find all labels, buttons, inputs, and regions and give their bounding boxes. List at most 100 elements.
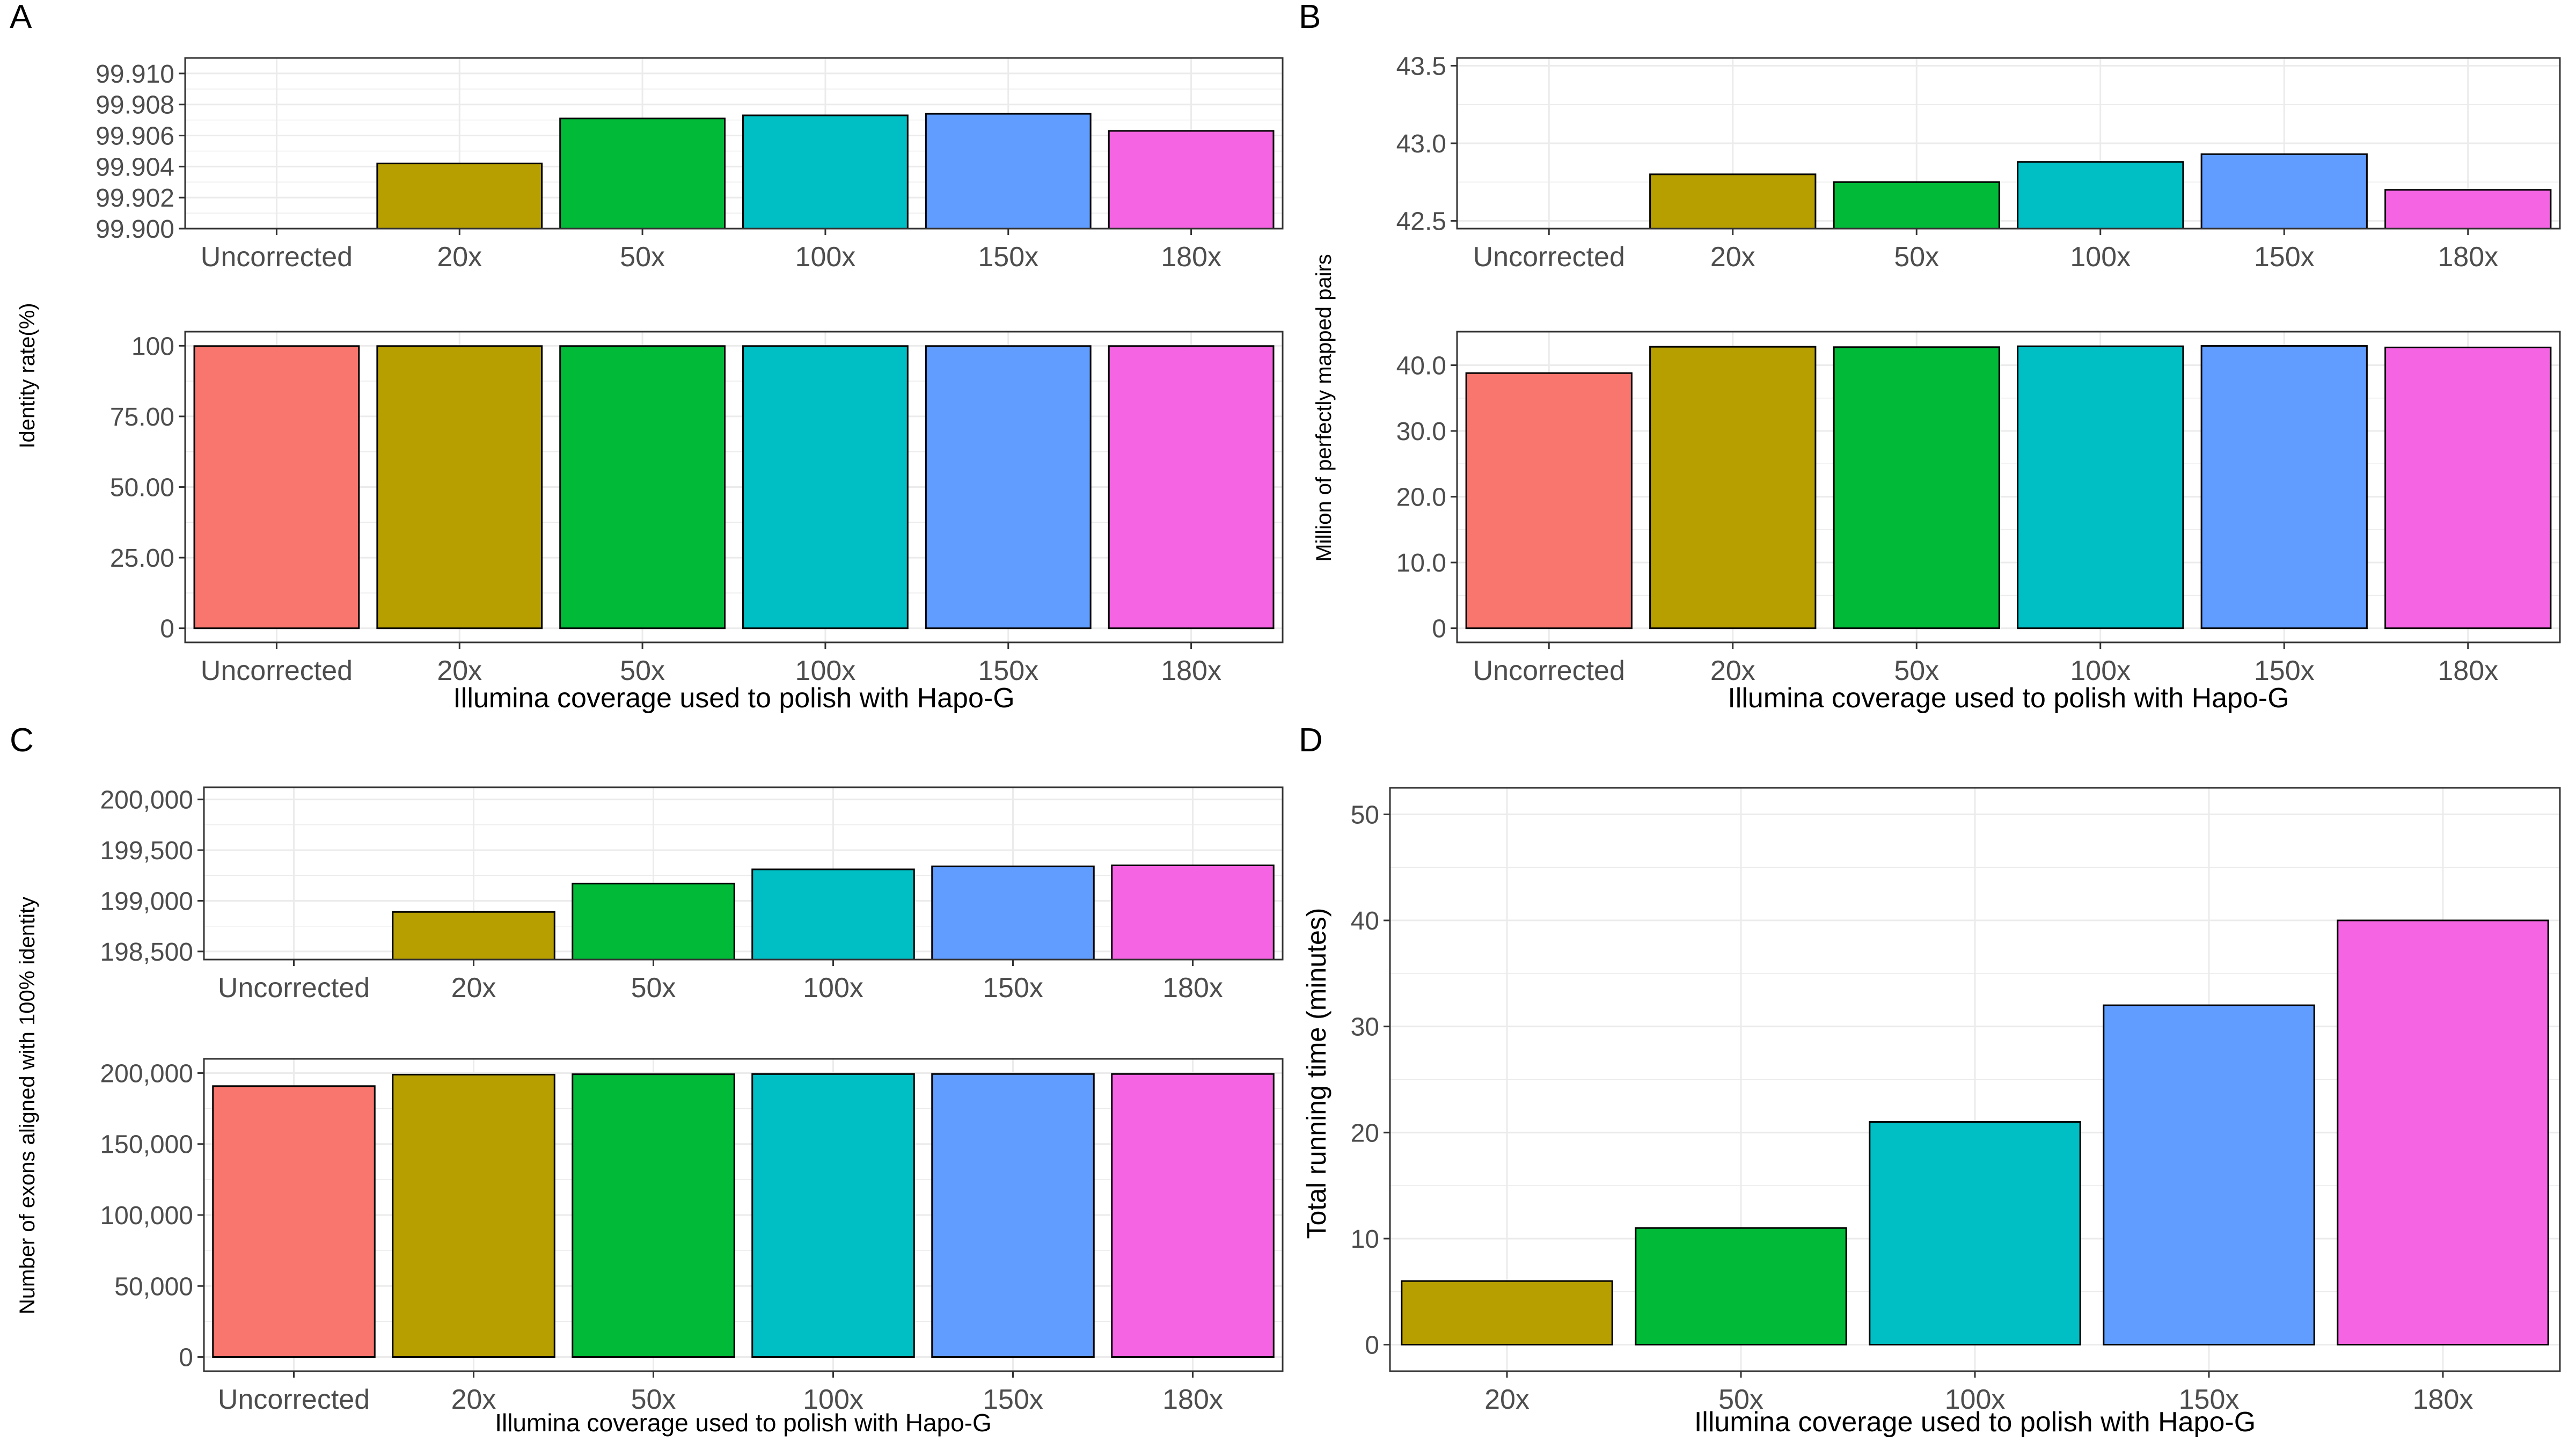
x-tick-label: 100x <box>795 655 856 686</box>
bar-20x <box>392 911 555 960</box>
plot-frame <box>203 786 1284 961</box>
y-tick-label: 0 <box>1432 615 1446 643</box>
bar-50x <box>1833 346 2000 630</box>
bar-100x <box>751 868 915 960</box>
y-tick-label: 0 <box>160 615 174 643</box>
bar-100x <box>751 1073 915 1358</box>
x-tick-label: 50x <box>620 655 665 686</box>
x-tick-label: 150x <box>978 241 1038 273</box>
bar-150x <box>931 865 1095 960</box>
x-tick-label: Uncorrected <box>218 1384 370 1415</box>
x-tick-label: Uncorrected <box>201 241 353 273</box>
y-tick-label: 199,500 <box>100 837 193 865</box>
bar-180x <box>1111 1073 1275 1358</box>
y-tick-label: 99.908 <box>96 91 174 120</box>
y-axis: 0 10 20 30 40 50 <box>1351 801 1390 1360</box>
panel-label-A: A <box>10 0 32 35</box>
x-axis: Uncorrected 20x 50x 100x 150x 180x <box>218 960 1223 1004</box>
x-axis-title: Illumina coverage used to polish with Ha… <box>1694 1407 2256 1438</box>
bar-180x <box>1111 864 1275 960</box>
y-tick-label: 50.00 <box>110 474 174 502</box>
x-tick-label: 180x <box>1161 655 1221 686</box>
x-tick-label: 50x <box>631 1384 676 1415</box>
y-tick-label: 30.0 <box>1396 418 1446 446</box>
x-tick-label: 150x <box>2254 655 2315 686</box>
bar-180x <box>1108 345 1275 630</box>
x-tick-label: 20x <box>437 655 482 686</box>
bar-20x <box>376 163 543 229</box>
y-tick-label: 99.900 <box>96 215 174 244</box>
y-axis-title: Number of exons aligned with 100% identi… <box>16 897 39 1314</box>
bar-50x <box>559 345 726 630</box>
plot-frame <box>1456 331 2561 643</box>
y-tick-label: 200,000 <box>100 1059 193 1088</box>
x-tick-label: 50x <box>1718 1384 1763 1415</box>
x-axis: Uncorrected 20x 50x 100x 150x 180x <box>1473 642 2498 686</box>
y-tick-label: 50 <box>1351 801 1379 829</box>
x-axis: Uncorrected 20x 50x 100x 150x 180x <box>1473 229 2498 273</box>
y-axis: 0 25.00 50.00 75.00 100 <box>110 332 185 643</box>
chart-panel-B-full: 0 10.0 20.0 30.0 40.0 Uncorrected 20x 50x 100x 15… <box>1312 254 2561 714</box>
y-tick-label: 199,000 <box>100 887 193 916</box>
x-tick-label: 180x <box>1162 972 1223 1004</box>
y-tick-label: 25.00 <box>110 544 174 573</box>
bar-180x <box>1108 130 1275 229</box>
chart-panel-C-full: 0 50,000 100,000 150,000 200,000 Uncorrected 2… <box>16 897 1284 1437</box>
x-tick-label: 20x <box>1710 655 1755 686</box>
x-tick-label: 100x <box>795 241 856 273</box>
x-axis: Uncorrected 20x 50x 100x 150x 180x <box>218 1371 1223 1415</box>
y-tick-label: 40 <box>1351 907 1379 935</box>
bar-20x <box>376 345 543 630</box>
y-tick-label: 10.0 <box>1396 549 1446 577</box>
y-tick-label: 0 <box>179 1344 193 1372</box>
x-tick-label: 150x <box>978 655 1038 686</box>
x-axis: 20x 50x 100x 150x 180x <box>1484 1371 2473 1415</box>
y-tick-label: 42.5 <box>1396 208 1446 236</box>
bar-Uncorrected <box>212 1085 376 1358</box>
y-axis: 42.5 43.0 43.5 <box>1396 52 1457 236</box>
y-tick-label: 150,000 <box>100 1131 193 1159</box>
x-tick-label: 20x <box>1710 241 1755 273</box>
bar-150x <box>2200 153 2368 229</box>
x-tick-label: 100x <box>2070 655 2131 686</box>
y-tick-label: 0 <box>1365 1331 1379 1360</box>
x-tick-label: 150x <box>2254 241 2315 273</box>
x-tick-label: 20x <box>437 241 482 273</box>
x-tick-label: 180x <box>2438 655 2498 686</box>
x-tick-label: 50x <box>1894 241 1939 273</box>
x-tick-label: 20x <box>451 1384 496 1415</box>
bar-150x <box>925 113 1092 229</box>
y-axis: 0 50,000 100,000 150,000 200,000 <box>100 1059 204 1372</box>
y-tick-label: 43.5 <box>1396 52 1446 80</box>
bars <box>1649 153 2552 229</box>
x-tick-label: 180x <box>2438 241 2498 273</box>
chart-panel-D: 0 10 20 30 40 50 20x 50x 100x 150x 180x Illumina co… <box>1301 787 2561 1438</box>
x-tick-label: 20x <box>1484 1384 1529 1415</box>
bar-20x <box>392 1073 555 1358</box>
bars <box>376 113 1275 229</box>
x-tick-label: 180x <box>2413 1384 2473 1415</box>
bar-50x <box>572 1073 735 1358</box>
y-tick-label: 100 <box>131 332 174 361</box>
x-tick-label: 100x <box>2070 241 2131 273</box>
x-axis: Uncorrected 20x 50x 100x 150x 180x <box>201 229 1221 273</box>
panel-label-C: C <box>10 722 34 759</box>
bars <box>212 1073 1275 1358</box>
chart-panel-B-zoom: 42.5 43.0 43.5 Uncorrected 20x 50x 100x 150x 180… <box>1396 52 2561 273</box>
panel-label-B: B <box>1299 0 1321 35</box>
y-axis: 198,500 199,000 199,500 200,000 <box>100 786 204 967</box>
x-tick-label: 150x <box>2179 1384 2240 1415</box>
bar-180x <box>2384 346 2552 630</box>
bar-100x <box>2017 345 2184 630</box>
x-tick-label: 150x <box>983 972 1043 1004</box>
bars <box>1401 919 2549 1346</box>
x-tick-label: Uncorrected <box>218 972 370 1004</box>
bar-150x <box>925 345 1092 630</box>
y-tick-label: 10 <box>1351 1225 1379 1254</box>
panel-label-D: D <box>1299 722 1323 759</box>
bars <box>392 864 1275 960</box>
x-tick-label: 50x <box>631 972 676 1004</box>
